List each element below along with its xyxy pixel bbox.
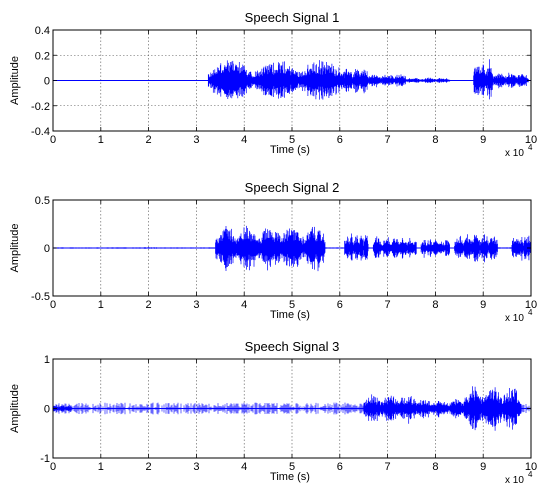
chart-title: Speech Signal 1 [245, 10, 340, 25]
y-tick-label: -0.2 [31, 101, 50, 113]
chart-2: Speech Signal 20 1 2 3 4 5 6 7 8 9 10-0.500.5Time … [9, 180, 537, 324]
x-tick-label: 7 [385, 134, 391, 146]
x-tick-label: 2 [146, 461, 152, 473]
y-axis-label: Amplitude [9, 56, 21, 105]
signal-burst [492, 72, 529, 89]
x-tick-label: 10 [525, 134, 537, 146]
x-tick-label: 0 [50, 461, 56, 473]
signal-series [53, 59, 531, 100]
x-tick-label: 8 [432, 461, 438, 473]
x-axis-label: Time (s) [270, 144, 310, 156]
y-tick-label: 0.5 [35, 195, 50, 207]
x-tick-label: 5 [289, 461, 295, 473]
x-tick-label: 6 [337, 299, 343, 311]
signal-burst [420, 239, 450, 258]
y-axis-label: Amplitude [9, 384, 21, 433]
y-tick-label: -0.5 [31, 291, 50, 303]
y-tick-label: 0 [44, 76, 50, 88]
y-tick-label: 0 [44, 404, 50, 416]
x-tick-label: 1 [98, 134, 104, 146]
signal-burst [344, 68, 369, 94]
y-tick-label: -0.4 [31, 126, 50, 138]
signal-burst [207, 60, 345, 100]
x-tick-label: 1 [98, 299, 104, 311]
x-tick-label: 3 [193, 134, 199, 146]
x-axis-label: Time (s) [270, 309, 310, 321]
chart-title: Speech Signal 3 [245, 339, 340, 354]
signal-burst [473, 59, 493, 100]
x-multiplier: x 10 [505, 148, 524, 159]
chart-1: Speech Signal 1 0 1 2 3 4 5 6 7 8 9 10 -0.4 -0.2 0 0.2 0… [9, 10, 537, 159]
x-tick-label: 2 [146, 134, 152, 146]
x-tick-label: 6 [337, 134, 343, 146]
signal-burst [363, 394, 417, 424]
x-tick-label: 9 [480, 134, 486, 146]
x-tick-label: 2 [146, 299, 152, 311]
signal-series [53, 386, 531, 431]
y-tick-label: 0 [44, 243, 50, 255]
y-tick-label: -1 [40, 453, 50, 465]
signal-burst [415, 399, 465, 419]
signal-burst [143, 247, 159, 249]
signal-burst [344, 233, 369, 261]
x-tick-label: 4 [241, 299, 247, 311]
y-axis-label: Amplitude [9, 224, 21, 273]
y-tick-label: 1 [44, 354, 50, 366]
signal-burst [368, 74, 407, 88]
x-multiplier: x 10 [505, 313, 524, 324]
x-tick-label: 9 [480, 461, 486, 473]
x-tick-label: 9 [480, 299, 486, 311]
x-multiplier-exponent: 4 [528, 308, 533, 317]
x-tick-label: 8 [432, 299, 438, 311]
x-tick-label: 8 [432, 134, 438, 146]
x-tick-label: 5 [289, 134, 295, 146]
x-tick-label: 10 [525, 461, 537, 473]
signal-burst [372, 236, 417, 259]
x-multiplier: x 10 [505, 475, 524, 486]
signal-burst [406, 77, 451, 83]
x-tick-label: 0 [50, 299, 56, 311]
y-tick-label: 0.4 [35, 25, 50, 37]
x-tick-label: 7 [385, 299, 391, 311]
x-tick-label: 0 [50, 134, 56, 146]
x-multiplier-exponent: 4 [528, 143, 533, 152]
x-tick-label: 10 [525, 299, 537, 311]
signal-burst [463, 386, 522, 431]
x-tick-label: 5 [289, 299, 295, 311]
signal-burst [454, 234, 498, 263]
x-tick-label: 6 [337, 461, 343, 473]
x-tick-label: 3 [193, 299, 199, 311]
x-axis-label: Time (s) [270, 471, 310, 483]
x-tick-label: 4 [241, 461, 247, 473]
chart-title: Speech Signal 2 [245, 180, 340, 195]
x-tick-label: 1 [98, 461, 104, 473]
x-tick-label: 3 [193, 461, 199, 473]
signal-burst [215, 225, 326, 272]
x-tick-label: 4 [241, 134, 247, 146]
y-tick-label: 0.2 [35, 50, 50, 62]
x-multiplier-exponent: 4 [528, 470, 533, 479]
x-tick-label: 7 [385, 461, 391, 473]
